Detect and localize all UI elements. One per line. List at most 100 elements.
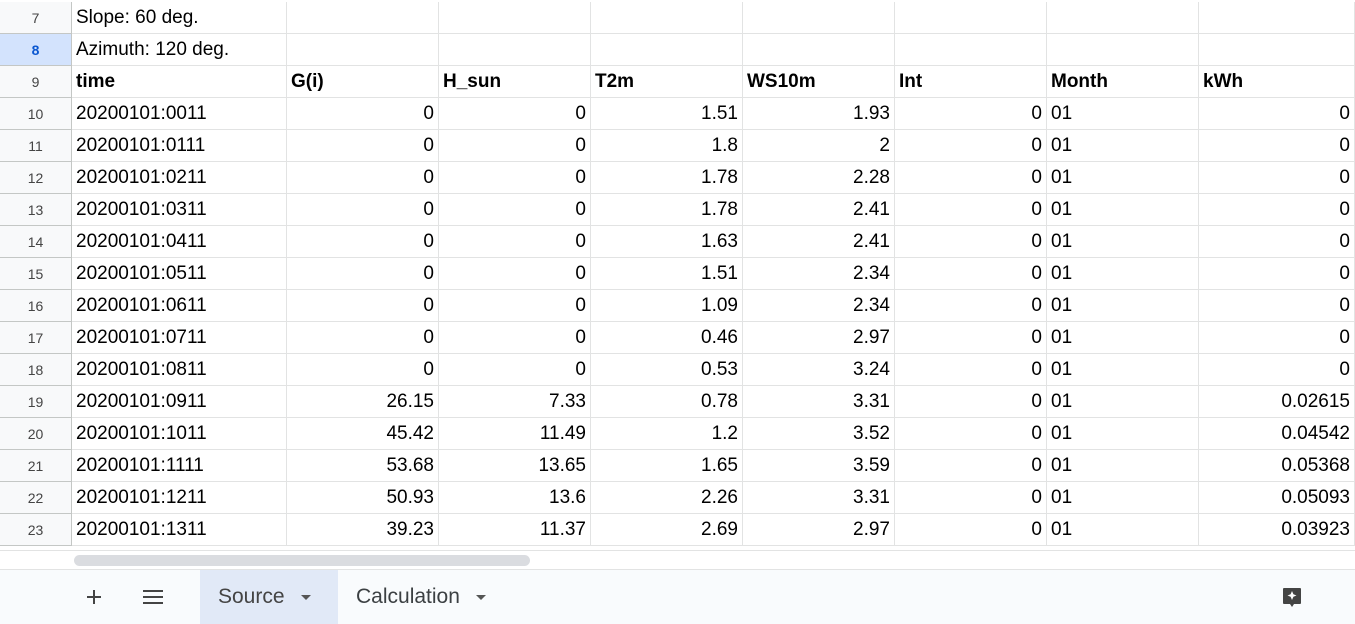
note-cell[interactable]: Azimuth: 120 deg. xyxy=(72,34,287,66)
cell-ws10m[interactable]: 1.93 xyxy=(743,98,895,130)
cell-h-sun[interactable]: 0 xyxy=(439,354,591,386)
empty-cell[interactable] xyxy=(439,34,591,66)
column-header-ws10m[interactable]: WS10m xyxy=(743,66,895,98)
empty-cell[interactable] xyxy=(1199,34,1355,66)
cell-h-sun[interactable]: 0 xyxy=(439,130,591,162)
empty-cell[interactable] xyxy=(287,34,439,66)
cell-t2m[interactable]: 1.78 xyxy=(591,194,743,226)
cell-kwh[interactable]: 0 xyxy=(1199,98,1355,130)
note-cell[interactable]: Slope: 60 deg. xyxy=(72,2,287,34)
cell-h-sun[interactable]: 11.37 xyxy=(439,514,591,546)
cell-month[interactable]: 01 xyxy=(1047,354,1199,386)
cell-time[interactable]: 20200101:0111 xyxy=(72,130,287,162)
cell-int[interactable]: 0 xyxy=(895,162,1047,194)
empty-cell[interactable] xyxy=(895,34,1047,66)
cell-ws10m[interactable]: 3.31 xyxy=(743,386,895,418)
all-sheets-button[interactable] xyxy=(132,570,174,624)
row-header[interactable]: 10 xyxy=(0,98,72,130)
row-header[interactable]: 16 xyxy=(0,290,72,322)
row-header[interactable]: 14 xyxy=(0,226,72,258)
cell-int[interactable]: 0 xyxy=(895,258,1047,290)
cell-time[interactable]: 20200101:1311 xyxy=(72,514,287,546)
cell-int[interactable]: 0 xyxy=(895,322,1047,354)
cell-g-i[interactable]: 50.93 xyxy=(287,482,439,514)
cell-g-i[interactable]: 0 xyxy=(287,258,439,290)
cell-time[interactable]: 20200101:0211 xyxy=(72,162,287,194)
cell-ws10m[interactable]: 3.31 xyxy=(743,482,895,514)
cell-ws10m[interactable]: 2.34 xyxy=(743,290,895,322)
cell-int[interactable]: 0 xyxy=(895,98,1047,130)
cell-time[interactable]: 20200101:0411 xyxy=(72,226,287,258)
cell-ws10m[interactable]: 3.24 xyxy=(743,354,895,386)
cell-h-sun[interactable]: 11.49 xyxy=(439,418,591,450)
tab-source[interactable]: Source xyxy=(200,570,338,624)
row-header[interactable]: 15 xyxy=(0,258,72,290)
cell-g-i[interactable]: 45.42 xyxy=(287,418,439,450)
row-header[interactable]: 9 xyxy=(0,66,72,98)
cell-t2m[interactable]: 1.09 xyxy=(591,290,743,322)
cell-month[interactable]: 01 xyxy=(1047,290,1199,322)
cell-int[interactable]: 0 xyxy=(895,130,1047,162)
column-header-month[interactable]: Month xyxy=(1047,66,1199,98)
cell-kwh[interactable]: 0 xyxy=(1199,162,1355,194)
row-header[interactable]: 18 xyxy=(0,354,72,386)
cell-g-i[interactable]: 0 xyxy=(287,226,439,258)
cell-kwh[interactable]: 0 xyxy=(1199,354,1355,386)
row-header[interactable]: 20 xyxy=(0,418,72,450)
empty-cell[interactable] xyxy=(591,34,743,66)
cell-int[interactable]: 0 xyxy=(895,290,1047,322)
empty-cell[interactable] xyxy=(743,2,895,34)
cell-month[interactable]: 01 xyxy=(1047,482,1199,514)
cell-h-sun[interactable]: 0 xyxy=(439,98,591,130)
row-header[interactable]: 21 xyxy=(0,450,72,482)
cell-month[interactable]: 01 xyxy=(1047,130,1199,162)
add-sheet-button[interactable] xyxy=(74,570,114,624)
cell-month[interactable]: 01 xyxy=(1047,322,1199,354)
cell-kwh[interactable]: 0.03923 xyxy=(1199,514,1355,546)
empty-cell[interactable] xyxy=(1047,2,1199,34)
cell-g-i[interactable]: 39.23 xyxy=(287,514,439,546)
cell-kwh[interactable]: 0 xyxy=(1199,290,1355,322)
cell-ws10m[interactable]: 2.41 xyxy=(743,194,895,226)
column-header-int[interactable]: Int xyxy=(895,66,1047,98)
row-header[interactable]: 11 xyxy=(0,130,72,162)
cell-time[interactable]: 20200101:1211 xyxy=(72,482,287,514)
cell-h-sun[interactable]: 0 xyxy=(439,162,591,194)
cell-t2m[interactable]: 0.46 xyxy=(591,322,743,354)
cell-g-i[interactable]: 0 xyxy=(287,98,439,130)
cell-t2m[interactable]: 2.26 xyxy=(591,482,743,514)
cell-g-i[interactable]: 0 xyxy=(287,130,439,162)
cell-month[interactable]: 01 xyxy=(1047,450,1199,482)
cell-h-sun[interactable]: 13.6 xyxy=(439,482,591,514)
cell-h-sun[interactable]: 7.33 xyxy=(439,386,591,418)
cell-int[interactable]: 0 xyxy=(895,482,1047,514)
row-header[interactable]: 23 xyxy=(0,514,72,546)
cell-time[interactable]: 20200101:1011 xyxy=(72,418,287,450)
cell-h-sun[interactable]: 0 xyxy=(439,194,591,226)
cell-g-i[interactable]: 0 xyxy=(287,162,439,194)
cell-kwh[interactable]: 0 xyxy=(1199,130,1355,162)
empty-cell[interactable] xyxy=(439,2,591,34)
column-header-h-sun[interactable]: H_sun xyxy=(439,66,591,98)
cell-int[interactable]: 0 xyxy=(895,450,1047,482)
cell-ws10m[interactable]: 2.41 xyxy=(743,226,895,258)
column-header-kwh[interactable]: kWh xyxy=(1199,66,1355,98)
cell-time[interactable]: 20200101:0311 xyxy=(72,194,287,226)
cell-int[interactable]: 0 xyxy=(895,194,1047,226)
cell-kwh[interactable]: 0 xyxy=(1199,258,1355,290)
cell-h-sun[interactable]: 0 xyxy=(439,258,591,290)
horizontal-scrollbar-thumb[interactable] xyxy=(74,555,530,566)
chevron-down-icon[interactable] xyxy=(475,594,486,600)
cell-ws10m[interactable]: 3.59 xyxy=(743,450,895,482)
cell-t2m[interactable]: 1.51 xyxy=(591,258,743,290)
cell-time[interactable]: 20200101:0511 xyxy=(72,258,287,290)
column-header-time[interactable]: time xyxy=(72,66,287,98)
cell-kwh[interactable]: 0.02615 xyxy=(1199,386,1355,418)
cell-month[interactable]: 01 xyxy=(1047,258,1199,290)
cell-kwh[interactable]: 0 xyxy=(1199,194,1355,226)
cell-h-sun[interactable]: 0 xyxy=(439,226,591,258)
cell-t2m[interactable]: 1.8 xyxy=(591,130,743,162)
cell-t2m[interactable]: 1.63 xyxy=(591,226,743,258)
cell-month[interactable]: 01 xyxy=(1047,194,1199,226)
empty-cell[interactable] xyxy=(1047,34,1199,66)
